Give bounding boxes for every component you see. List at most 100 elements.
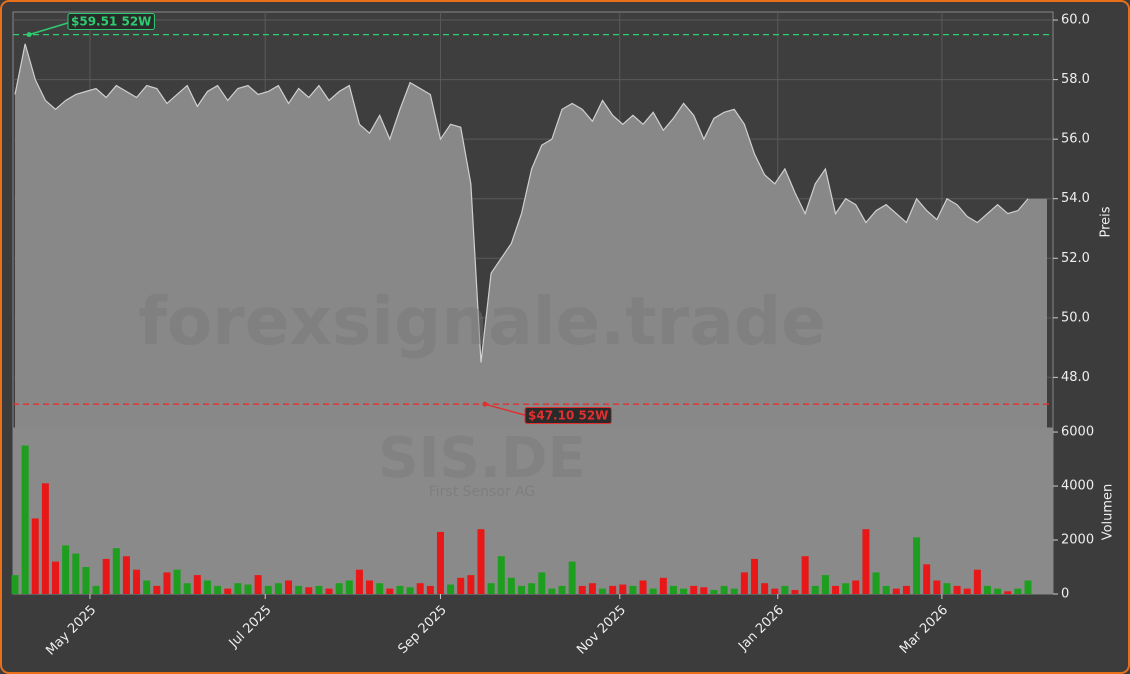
volume-bar [102, 558, 110, 594]
volume-bar [619, 584, 627, 594]
low-label-box [524, 407, 612, 424]
volume-bar [821, 575, 829, 594]
y-tick-label: 54.0 [1061, 191, 1090, 206]
volume-bar [203, 580, 211, 594]
volume-bar [234, 583, 242, 594]
symbol-watermark: SIS.DE [378, 426, 586, 491]
volume-bar [832, 585, 840, 594]
volume-bar [153, 585, 161, 594]
low-point [482, 401, 488, 407]
volume-bar [264, 585, 272, 594]
volume-bar [193, 575, 201, 594]
volume-bar [274, 583, 282, 594]
volume-bar [143, 580, 151, 594]
volume-bar [852, 580, 860, 594]
volume-bar [659, 577, 667, 594]
volume-bar [761, 583, 769, 594]
high-point [26, 32, 32, 38]
volume-bar [386, 588, 394, 594]
volume-bar [548, 588, 556, 594]
volume-bar [355, 569, 363, 594]
volume-bar [740, 572, 748, 594]
volume-bar [214, 585, 222, 594]
company-watermark: First Sensor AG [429, 484, 536, 500]
volume-bar [72, 553, 80, 594]
volume-bar [396, 585, 404, 594]
volume-bar [325, 588, 333, 594]
high-arrow [28, 21, 72, 36]
volume-bar [710, 589, 718, 594]
y2-tick-label: 4000 [1061, 479, 1094, 494]
volume-bar [639, 580, 647, 594]
y-tick-label: 60.0 [1061, 13, 1090, 28]
volume-bar [497, 556, 505, 594]
y-tick-label: 56.0 [1061, 132, 1090, 147]
volume-bar [315, 585, 323, 594]
volume-bar [973, 569, 981, 594]
volume-bar [842, 583, 850, 594]
volume-bar [457, 577, 465, 594]
volume-bar [112, 548, 120, 594]
volume-bar [173, 569, 181, 594]
volume-bar [92, 585, 100, 594]
y2-tick-label: 2000 [1061, 533, 1094, 548]
volume-bar [933, 580, 941, 594]
volume-bar [436, 531, 444, 594]
volume-bar [426, 585, 434, 594]
volume-bar [447, 584, 455, 594]
y-tick-label: 52.0 [1061, 251, 1090, 266]
volume-bar [224, 588, 232, 594]
volume-bar [1004, 591, 1012, 594]
y-tick-label: 48.0 [1061, 370, 1090, 385]
volume-bar [578, 585, 586, 594]
volume-bar [11, 575, 19, 594]
volume-bar [750, 558, 758, 594]
volume-bar [366, 580, 374, 594]
volume-bar [963, 588, 971, 594]
volume-bar [122, 556, 130, 594]
volume-bar [882, 585, 890, 594]
volume-bar [599, 588, 607, 594]
volume-bar [1024, 580, 1032, 594]
volume-bar [133, 569, 141, 594]
volume-bar [406, 587, 414, 594]
y-tick-label: 58.0 [1061, 72, 1090, 87]
volume-bar [862, 529, 870, 594]
volume-bar [669, 585, 677, 594]
volume-bar [62, 545, 70, 594]
volume-bar [467, 575, 475, 594]
price-area [15, 43, 1047, 429]
high-label-box [67, 13, 155, 30]
volume-bar [568, 561, 576, 594]
y-tick-label: 50.0 [1061, 310, 1090, 325]
volume-bar [305, 587, 313, 594]
volume-bar [923, 564, 931, 594]
volume-bar [811, 585, 819, 594]
volume-bar [41, 483, 49, 594]
y2-tick-label: 6000 [1061, 425, 1094, 440]
volume-bar [82, 567, 90, 594]
volume-bar [416, 583, 424, 594]
low-label: $47.10 52W [528, 409, 608, 423]
volume-bar [244, 584, 252, 594]
volume-bar [609, 585, 617, 594]
volume-bar [700, 587, 708, 594]
volume-bar [892, 588, 900, 594]
volume-bar [872, 572, 880, 594]
volume-bar [791, 589, 799, 594]
volume-bar [588, 583, 596, 594]
volume-bar [801, 556, 809, 594]
volume-bar [1014, 588, 1022, 594]
volume-bar [528, 583, 536, 594]
volume-bar [680, 588, 688, 594]
volume-bar [335, 583, 343, 594]
volume-bar [31, 518, 39, 594]
volume-bar [183, 583, 191, 594]
volume-bar [163, 572, 171, 594]
volume-bar [285, 580, 293, 594]
y-axis-label: Preis [1099, 206, 1114, 237]
watermark: forexsignale.trade [138, 283, 826, 360]
volume-bar [52, 561, 60, 594]
volume-bar [518, 585, 525, 594]
